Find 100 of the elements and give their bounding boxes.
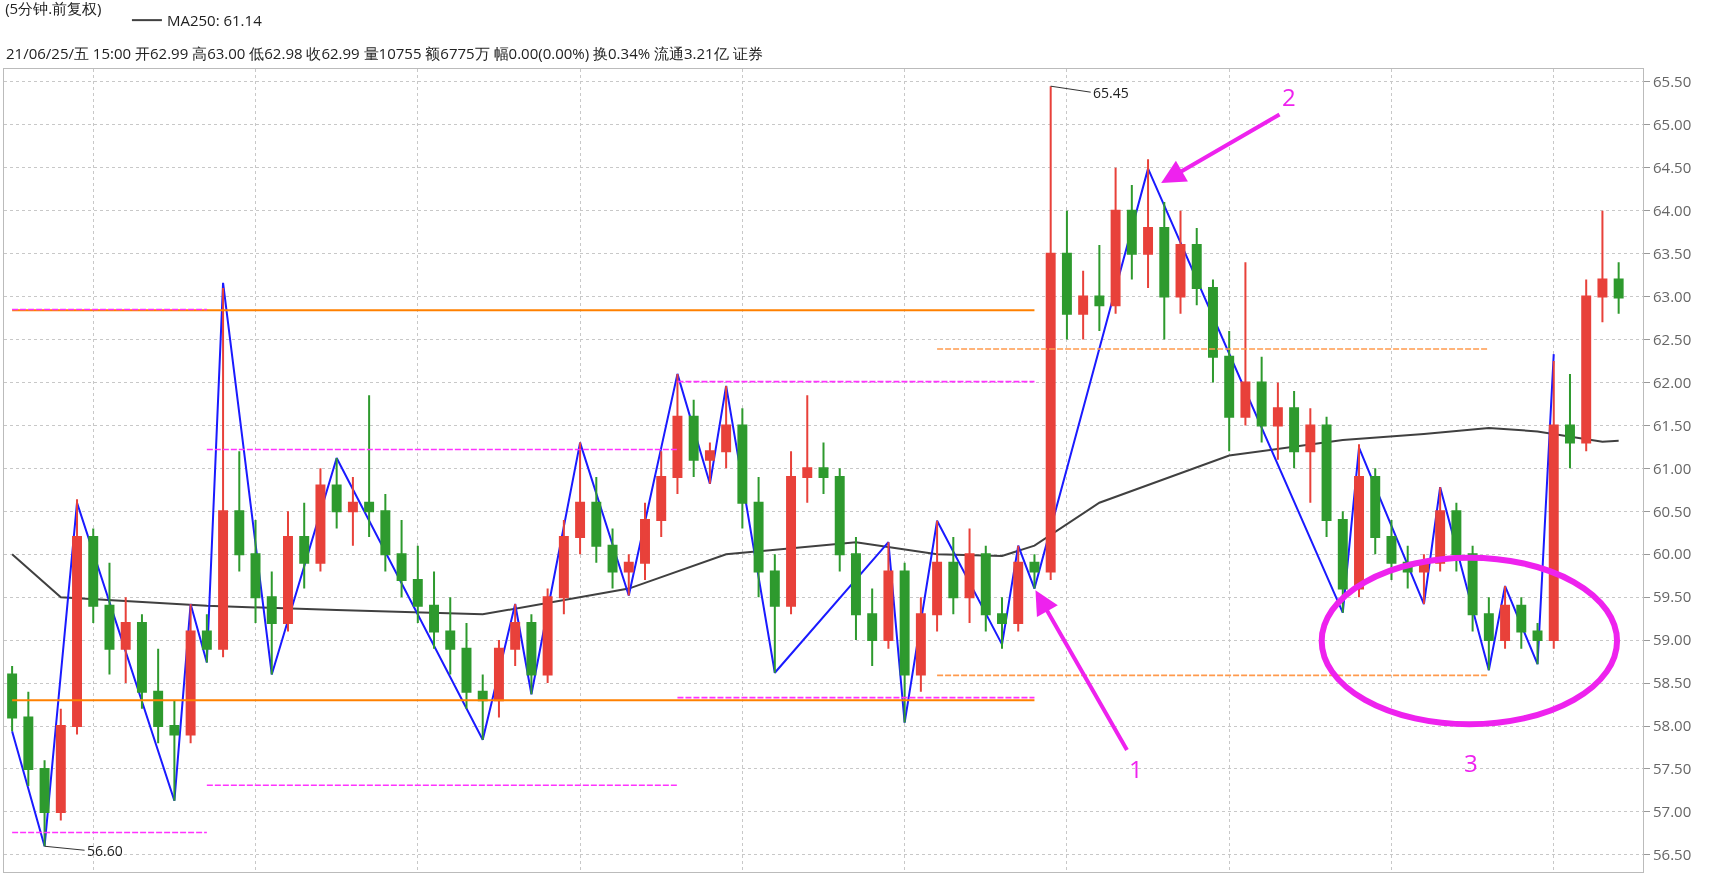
candlestick (1013, 544, 1024, 633)
candlestick (1045, 85, 1056, 581)
candlestick (1224, 329, 1235, 453)
y-tick-label: 60.50 (1653, 500, 1692, 521)
candlestick (688, 398, 699, 478)
candlestick (315, 467, 326, 573)
candlestick (656, 450, 667, 539)
candlestick (1029, 553, 1040, 590)
candlestick (883, 541, 894, 650)
candlestick (1061, 209, 1072, 341)
candlestick (1386, 518, 1397, 581)
candlestick (461, 621, 472, 710)
candlestick (997, 596, 1007, 650)
candlestick (445, 596, 456, 676)
candlestick (1532, 621, 1543, 666)
candlestick (964, 527, 975, 624)
candlestick (1370, 467, 1381, 556)
candlestick (704, 441, 715, 485)
candlestick (1240, 261, 1251, 427)
candlestick (591, 475, 602, 564)
y-tick-label: 59.00 (1653, 629, 1692, 650)
candlestick (1321, 415, 1332, 539)
candlestick (364, 394, 375, 539)
candlestick (136, 613, 147, 710)
candlestick (558, 518, 569, 616)
candlestick (412, 544, 423, 624)
y-tick-label: 65.50 (1653, 71, 1692, 92)
candlestick (1467, 544, 1478, 633)
candlestick (818, 441, 829, 496)
candlestick (575, 441, 586, 556)
candlestick (1110, 166, 1121, 315)
annotation: 56.60 (87, 841, 123, 860)
annotation: 3 (1464, 746, 1478, 779)
candlestick (380, 493, 391, 573)
candlestick (1581, 278, 1592, 453)
y-tick-label: 57.00 (1653, 801, 1692, 822)
y-tick-label: 57.50 (1653, 758, 1692, 779)
candlestick (623, 553, 634, 597)
candlestick (347, 475, 358, 547)
candlestick (493, 639, 504, 719)
y-tick-label: 63.00 (1653, 285, 1692, 306)
candlestick (104, 561, 115, 676)
candlestick (850, 536, 861, 642)
candlestick (1597, 209, 1608, 324)
candlestick (201, 613, 212, 664)
candlestick (1305, 407, 1316, 504)
candlestick (185, 603, 196, 745)
candlestick (1143, 158, 1154, 289)
candlestick (429, 570, 440, 650)
candlestick (1191, 226, 1202, 307)
candlestick (1337, 510, 1348, 614)
candlestick (607, 527, 618, 590)
candlestick (1094, 244, 1105, 332)
candlestick (526, 613, 537, 696)
candlestick (1159, 201, 1170, 341)
annotation: 65.45 (1093, 83, 1129, 102)
candlestick (1500, 585, 1511, 650)
candlestick (1078, 269, 1089, 341)
candlestick (218, 287, 229, 659)
candlestick (915, 596, 926, 693)
candlestick (1418, 553, 1429, 606)
candlestick (120, 596, 131, 685)
candlestick (1613, 261, 1624, 315)
candlestick (769, 553, 780, 674)
candlestick (477, 673, 488, 741)
candlestick (1451, 501, 1462, 573)
y-tick-label: 64.00 (1653, 199, 1692, 220)
candlestick (899, 561, 910, 724)
candlestick (753, 475, 764, 599)
y-tick-label: 58.50 (1653, 672, 1692, 693)
candlestick (948, 536, 959, 616)
chart-subtitle: 21/06/25/五 15:00 开62.99 高63.00 低62.98 收62.99 量10755 额6775万 幅0.00(0.00%) 换0.34% 流通3.21亿 证券 (6, 43, 763, 63)
candlestick (867, 587, 878, 667)
candlestick (1483, 596, 1494, 672)
annotation: 2 (1282, 80, 1296, 113)
candlestick (1354, 443, 1364, 599)
candlestick (721, 384, 732, 470)
candlestick (88, 527, 99, 624)
candlestick (299, 501, 310, 590)
candlestick (7, 664, 18, 733)
candlestick (1175, 209, 1186, 315)
candlestick (331, 457, 342, 530)
candlestick (1126, 183, 1137, 281)
y-tick-label: 64.50 (1653, 157, 1692, 178)
y-tick-label: 62.00 (1653, 371, 1692, 392)
candlestick (153, 647, 164, 745)
candlestick (1289, 390, 1300, 470)
candlestick (266, 570, 277, 676)
legend-label: MA250: 61.14 (166, 9, 263, 30)
candlestick (23, 690, 34, 788)
candlestick (737, 407, 748, 530)
candlestick (802, 394, 813, 504)
line-series (11, 426, 1620, 616)
candlestick (1516, 596, 1527, 650)
candlestick (834, 467, 845, 573)
y-tick-label: 62.50 (1653, 328, 1692, 349)
y-tick-label: 61.00 (1653, 457, 1692, 478)
y-tick-label: 61.50 (1653, 414, 1692, 435)
y-tick-label: 65.00 (1653, 114, 1692, 135)
y-tick-label: 63.50 (1653, 242, 1692, 263)
